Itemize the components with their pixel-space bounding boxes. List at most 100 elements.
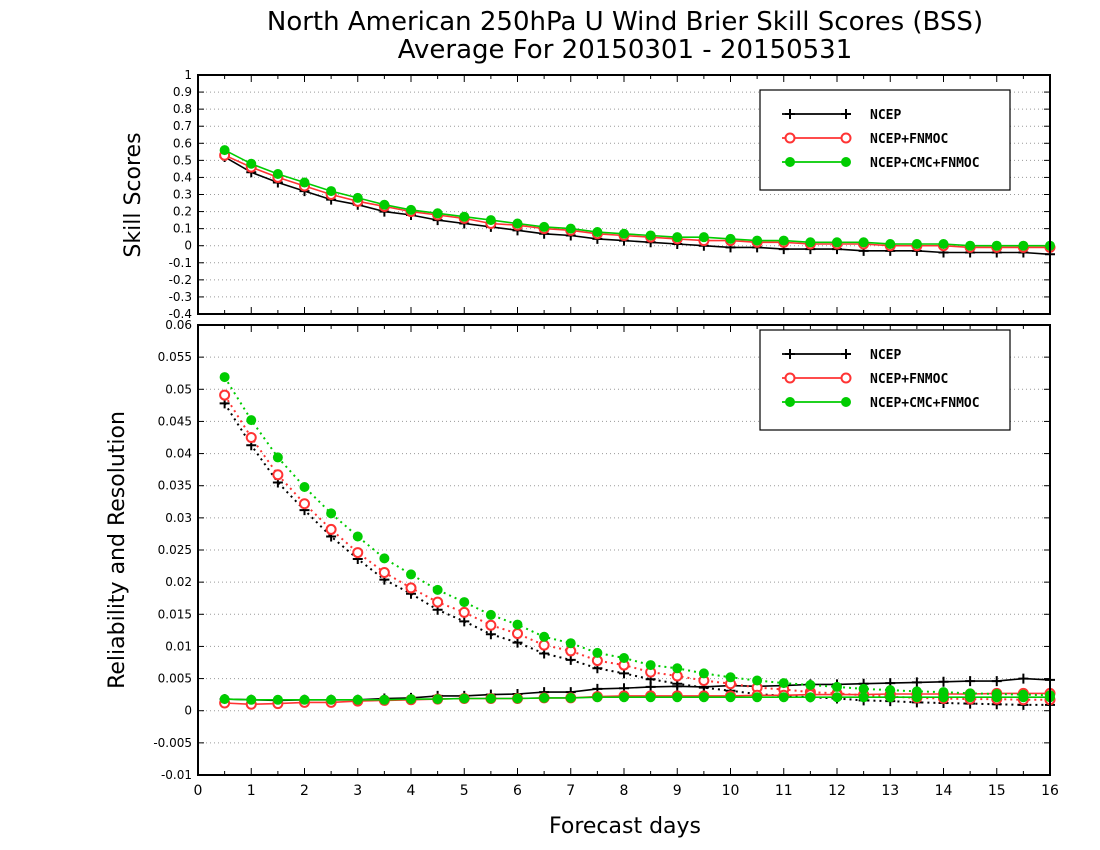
legend-marker — [784, 372, 796, 384]
y-tick-label: 0.5 — [173, 153, 192, 167]
series-ncep-cmc-fnmoc-solid — [219, 145, 1055, 251]
data-point — [299, 177, 310, 188]
y-tick-label: 1 — [184, 68, 192, 82]
data-point — [406, 204, 416, 215]
data-point — [778, 235, 789, 246]
y-tick-label: 0.035 — [158, 479, 192, 493]
data-point — [565, 692, 576, 703]
y-tick-label: 0.4 — [173, 170, 192, 184]
series-line-ncep — [223, 402, 1050, 706]
data-point — [592, 692, 603, 703]
plot-frame — [197, 324, 1051, 776]
data-point — [778, 678, 789, 689]
data-point — [911, 677, 922, 688]
data-point — [938, 676, 949, 687]
data-point — [352, 694, 363, 705]
series-ncep-fnmoc-dotted — [219, 389, 1056, 706]
data-point — [565, 638, 576, 649]
data-point — [219, 145, 230, 156]
y-tick-label: 0.8 — [173, 102, 192, 116]
y-tick-label: 0 — [184, 704, 192, 718]
data-point — [752, 692, 763, 703]
y-tick-label: 0.3 — [173, 188, 192, 202]
legend-marker — [841, 109, 851, 119]
data-point — [1018, 240, 1029, 251]
y-tick-label: 0.1 — [173, 222, 192, 236]
data-point — [725, 672, 736, 683]
legend-entry-ncep-fnmoc: NCEP+FNMOC — [782, 372, 948, 387]
series-ncep-fnmoc-solid — [219, 687, 1056, 710]
data-point — [885, 239, 896, 250]
series-ncep-solid — [219, 673, 1055, 706]
legend-label: NCEP+FNMOC — [870, 372, 948, 387]
data-point — [539, 221, 550, 232]
data-point — [778, 692, 789, 703]
skill-scores-panel: 1 0.9 0.8 0.7 0.6 0.5 0.4 0.3 0.2 0.1 0 -0.1 -0.2 -0.… — [169, 68, 1056, 321]
x-tick-label: 2 — [300, 783, 309, 799]
x-tick-label: 7 — [566, 783, 575, 799]
x-tick-label: 0 — [194, 783, 203, 799]
data-point — [458, 606, 470, 618]
legend-marker — [785, 109, 795, 119]
data-point — [432, 596, 444, 608]
data-point — [539, 631, 550, 642]
data-point — [645, 660, 656, 671]
data-point — [299, 694, 310, 705]
data-point — [938, 692, 949, 703]
legend-entry-ncep-cmc-fnmoc: NCEP+CMC+FNMOC — [782, 396, 980, 411]
data-point — [405, 582, 417, 594]
x-tick-label: 1 — [247, 783, 256, 799]
data-point — [1018, 692, 1029, 703]
legend-entry-ncep: NCEP — [782, 108, 901, 123]
data-point — [352, 547, 364, 559]
data-point — [379, 199, 390, 210]
data-point — [911, 692, 922, 703]
x-tick-label: 11 — [775, 783, 793, 799]
y-tick-label: -0.1 — [169, 256, 192, 270]
y-tick-label: -0.005 — [153, 736, 192, 750]
data-point — [459, 211, 470, 222]
data-point — [991, 676, 1002, 687]
x-tick-label: 14 — [935, 783, 953, 799]
data-point — [299, 498, 310, 510]
x-tick-label: 6 — [513, 783, 522, 799]
data-point — [619, 692, 629, 703]
y-tick-label: -0.01 — [161, 768, 192, 782]
y-tick-label: -0.3 — [169, 290, 192, 304]
legend: NCEP NCEP+FNMOC NCEP+CMC+FNMOC — [759, 329, 1011, 431]
data-point — [805, 237, 816, 248]
y-tick-label: 0.055 — [158, 350, 192, 364]
data-point — [565, 223, 576, 234]
data-point — [246, 158, 257, 169]
data-point — [326, 694, 337, 705]
data-point — [645, 681, 656, 692]
data-point — [219, 694, 230, 705]
legend-marker — [840, 132, 852, 144]
data-point — [352, 531, 363, 542]
x-tick-label: 8 — [620, 783, 629, 799]
data-point — [299, 482, 310, 492]
data-point — [325, 523, 337, 535]
legend-entry-ncep-cmc-fnmoc: NCEP+CMC+FNMOC — [782, 156, 980, 171]
x-tick-label: 3 — [353, 783, 362, 799]
data-point — [725, 233, 736, 244]
data-point — [406, 569, 416, 580]
data-point — [326, 508, 337, 519]
x-tick-label: 5 — [460, 783, 469, 799]
y-tick-label: 0.04 — [165, 447, 192, 461]
data-point — [858, 692, 869, 703]
y-tick-label: 0.005 — [158, 672, 192, 686]
legend-marker — [840, 372, 852, 384]
data-point — [805, 692, 816, 703]
legend-box — [759, 329, 1011, 431]
data-point — [752, 675, 763, 686]
x-tick-label: 15 — [988, 783, 1006, 799]
data-point — [592, 647, 603, 658]
data-point — [512, 218, 523, 229]
data-point — [538, 639, 550, 651]
data-point — [326, 186, 337, 197]
data-point — [219, 389, 231, 401]
legend-marker — [784, 132, 796, 144]
data-point — [512, 637, 523, 648]
